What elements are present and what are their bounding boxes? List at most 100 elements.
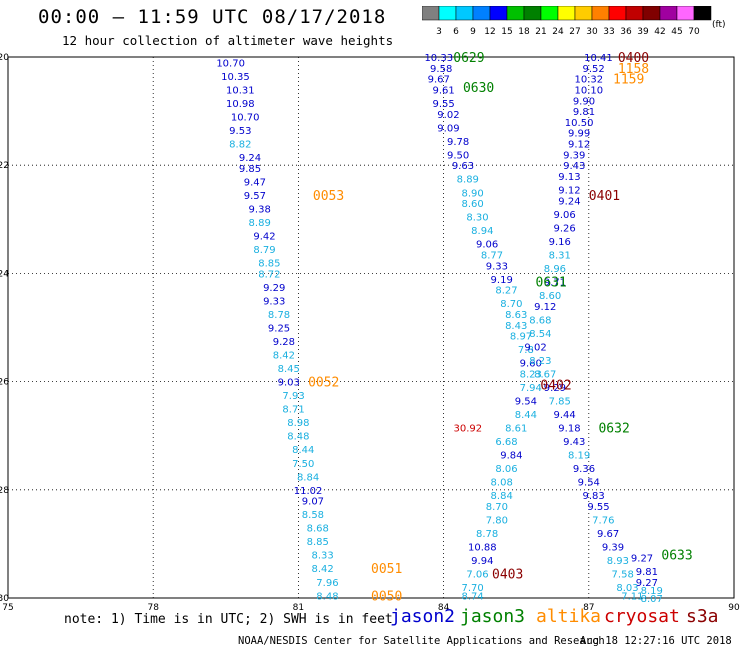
- colorbar-tick-label: 30: [586, 27, 598, 37]
- wave-height-label: 9.43: [563, 161, 585, 172]
- wave-height-label: 9.02: [524, 342, 546, 353]
- wave-height-label: 7.8: [518, 345, 534, 356]
- wave-height-label: 8.23: [529, 356, 551, 367]
- wave-height-label: 8.30: [466, 213, 488, 224]
- wave-height-label: 7.80: [486, 516, 508, 527]
- x-tick-label: 78: [147, 603, 159, 613]
- wave-height-label: 8.70: [500, 299, 522, 310]
- wave-height-label: 9.18: [558, 424, 580, 435]
- wave-height-label: 9.12: [568, 140, 590, 151]
- wave-height-label: 8.97: [510, 332, 532, 343]
- wave-height-label: 9.60: [520, 359, 542, 370]
- wave-height-label: 7.85: [549, 397, 571, 408]
- wave-height-label: 9.33: [263, 296, 285, 307]
- wave-height-label: 8.60: [462, 199, 484, 210]
- wave-height-label: 9.12: [558, 186, 580, 197]
- wave-height-label: 8.43: [505, 321, 527, 332]
- colorbar-tick-label: 6: [453, 27, 459, 37]
- wave-height-label: 10.10: [574, 85, 603, 96]
- wave-height-label: 11.02: [294, 486, 323, 497]
- plot-frame: [7, 56, 735, 599]
- pass-time-label: 0052: [308, 376, 339, 391]
- wave-height-label: 8.84: [491, 491, 513, 502]
- wave-height-label: 8.85: [307, 537, 329, 548]
- wave-height-label: 9.16: [549, 237, 571, 248]
- wave-height-label: 6.68: [495, 437, 517, 448]
- wave-height-label: 9.28: [273, 337, 295, 348]
- wave-height-label: 8.27: [495, 286, 517, 297]
- wave-height-label: 8.31: [549, 250, 571, 261]
- wave-height-label: 9.26: [553, 223, 575, 234]
- pass-time-label: 1158: [618, 62, 649, 77]
- wave-height-label: 8.60: [539, 291, 561, 302]
- wave-height-label: 10.31: [226, 85, 255, 96]
- wave-height-label: 8.07: [641, 594, 663, 605]
- colorbar-tick-label: 3: [436, 27, 442, 37]
- wave-height-label: 9.58: [430, 64, 452, 75]
- mission-label-jason2: jason2: [390, 606, 456, 627]
- colorbar-tick-label: 33: [603, 27, 614, 37]
- wave-height-label: 9.39: [563, 150, 585, 161]
- pass-time-label: 1159: [613, 73, 644, 88]
- wave-height-label: 9.71: [544, 278, 566, 289]
- wave-height-label: 9.38: [249, 204, 271, 215]
- y-tick-label: -26: [0, 378, 9, 388]
- wave-height-label: 8.03: [616, 583, 638, 594]
- colorbar-tick-label: 36: [620, 27, 632, 37]
- wave-height-label: 9.33: [486, 261, 508, 272]
- wave-height-label: 9.39: [602, 543, 624, 554]
- chart-subtitle: 12 hour collection of altimeter wave hei…: [62, 33, 394, 48]
- wave-height-label: 9.07: [302, 497, 324, 508]
- wave-height-label: 10.41: [584, 53, 613, 64]
- y-tick-label: -22: [0, 161, 9, 171]
- x-tick-label: 81: [293, 603, 304, 613]
- wave-height-label: 9.94: [471, 556, 493, 567]
- wave-height-label: 8.70: [486, 502, 508, 513]
- wave-height-label: 7.11: [621, 591, 643, 602]
- wave-height-label: 9.84: [500, 451, 522, 462]
- wave-height-label: 9.83: [583, 491, 605, 502]
- wave-height-label: 8.84: [297, 472, 319, 483]
- wave-height-label: 8.58: [302, 510, 324, 521]
- colorbar-tick-label: 24: [552, 27, 564, 37]
- colorbar-tick-label: 45: [671, 27, 682, 37]
- mission-label-altika: altika: [536, 606, 602, 627]
- mission-label-jason3: jason3: [460, 606, 526, 627]
- wave-height-label: 9.63: [452, 161, 474, 172]
- wave-height-label: 9.13: [558, 172, 580, 183]
- wave-height-label: 9.29: [544, 383, 566, 394]
- colorbar-unit: (ft): [712, 20, 726, 30]
- wave-height-label: 8.82: [229, 140, 251, 151]
- wave-height-label: 7.96: [316, 578, 338, 589]
- wave-height-label: 9.54: [578, 478, 600, 489]
- wave-height-label: 10.88: [468, 543, 497, 554]
- wave-height-label: 9.03: [278, 378, 300, 389]
- wave-height-label: 10.35: [221, 72, 250, 83]
- y-tick-label: -20: [0, 53, 9, 63]
- wave-height-label: 7.94: [520, 383, 542, 394]
- wave-height-label: 8.06: [495, 464, 517, 475]
- colorbar-tick-label: 70: [688, 27, 700, 37]
- wave-height-label: 9.09: [437, 123, 459, 134]
- colorbar-tick-label: 12: [484, 27, 495, 37]
- pass-time-label: 0400: [618, 51, 649, 66]
- wave-height-label: 8.63: [505, 310, 527, 321]
- wave-height-label: 8.98: [287, 418, 309, 429]
- credit-line: NOAA/NESDIS Center for Satellite Applica…: [238, 635, 605, 647]
- wave-height-label: 10.98: [226, 99, 255, 110]
- wave-height-label: 9.67: [428, 75, 450, 86]
- x-tick-label: 90: [728, 603, 740, 613]
- pass-time-label: 0402: [540, 378, 571, 393]
- colorbar-tick-label: 9: [470, 27, 476, 37]
- wave-height-label: 9.85: [239, 164, 261, 175]
- wave-height-label: 7.06: [466, 570, 488, 581]
- wave-height-label: 10.70: [216, 58, 245, 69]
- wave-height-label: 8.33: [311, 551, 333, 562]
- wave-height-label: 8.89: [249, 218, 271, 229]
- wave-height-label: 8.79: [253, 245, 275, 256]
- x-tick-label: 87: [583, 603, 594, 613]
- pass-time-label: 0053: [313, 189, 344, 204]
- pass-time-label: 0633: [661, 549, 692, 564]
- wave-height-label: 9.90: [573, 96, 595, 107]
- pass-time-label: 0051: [371, 562, 402, 577]
